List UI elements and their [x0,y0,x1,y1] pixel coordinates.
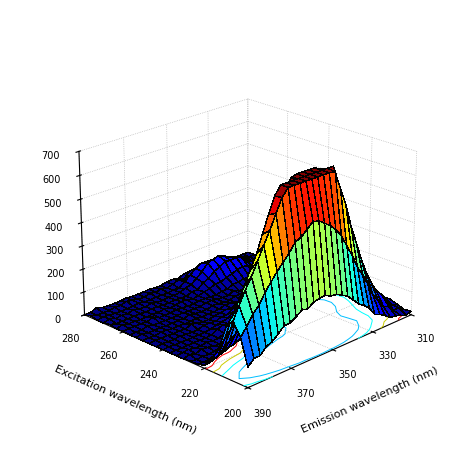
X-axis label: Emission wavelength (nm): Emission wavelength (nm) [300,365,440,435]
Y-axis label: Excitation wavelength (nm): Excitation wavelength (nm) [53,364,198,436]
